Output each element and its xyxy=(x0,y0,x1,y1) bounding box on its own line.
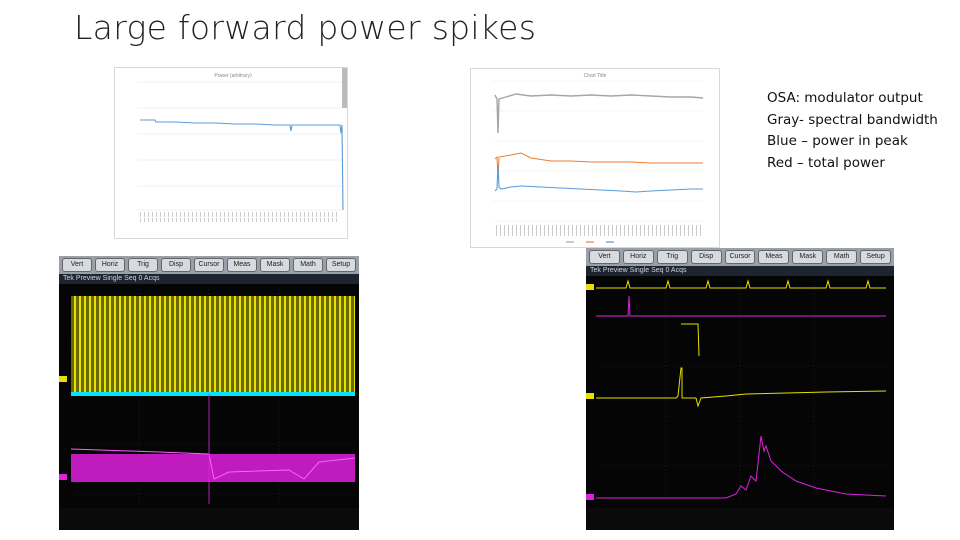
right-chart-title: Chart Title xyxy=(584,73,607,79)
scope-menu-cursor[interactable]: Cursor xyxy=(724,250,756,264)
scope-menu-meas[interactable]: Meas xyxy=(227,258,257,272)
right-scope-readout xyxy=(586,508,894,530)
chart-scrollbar xyxy=(342,68,347,108)
right-osa-chart: Chart Title xyxy=(470,68,720,248)
left-scope-ch1-trace xyxy=(71,296,355,392)
right-osa-chart-svg: Chart Title xyxy=(493,73,704,243)
legend-line-red: Red – total power xyxy=(767,154,885,171)
left-scope-ch1-marker xyxy=(59,376,67,382)
left-chart-title: Power (arbitrary) xyxy=(214,73,252,79)
scope-menu-disp[interactable]: Disp xyxy=(161,258,191,272)
peak-power-series-line xyxy=(494,164,703,193)
right-scope-ch3-bottom-trace xyxy=(596,435,887,499)
right-scope-grid xyxy=(596,281,886,501)
slide-title: Large forward power spikes xyxy=(74,8,537,47)
scope-menu-math[interactable]: Math xyxy=(293,258,323,272)
scope-menu-disp[interactable]: Disp xyxy=(690,250,722,264)
legend-line-gray: Gray- spectral bandwidth xyxy=(767,111,938,128)
scope-menu-horiz[interactable]: Horiz xyxy=(622,250,654,264)
right-scope-ch1-marker-2 xyxy=(586,393,594,399)
bandwidth-series-line xyxy=(494,93,704,134)
scope-menu-mask[interactable]: Mask xyxy=(792,250,824,264)
right-chart-xticks xyxy=(495,225,703,237)
scope-menu-trig[interactable]: Trig xyxy=(656,250,688,264)
left-power-series-line xyxy=(140,119,344,211)
legend-text: OSA: modulator output Gray- spectral ban… xyxy=(767,88,938,174)
left-scope-ch3-marker xyxy=(59,474,67,480)
scope-menu-vert[interactable]: Vert xyxy=(589,250,620,264)
scope-menu-trig[interactable]: Trig xyxy=(128,258,158,272)
right-scope-ch1-marker xyxy=(586,284,594,290)
right-scope-ch3-top-trace xyxy=(596,295,886,317)
right-scope-ch3-marker xyxy=(586,494,594,500)
legend-line-blue: Blue – power in peak xyxy=(767,133,908,149)
scope-menu-vert[interactable]: Vert xyxy=(62,258,92,272)
right-chart-gridlines xyxy=(493,80,703,222)
right-scope-ch1-pulse-trace xyxy=(596,367,887,408)
scope-menu-cursor[interactable]: Cursor xyxy=(194,258,224,272)
left-scope-ch2-trace xyxy=(71,392,355,396)
scope-menu-horiz[interactable]: Horiz xyxy=(95,258,125,272)
left-power-chart: Power (arbitrary) xyxy=(114,67,348,239)
left-chart-xticks xyxy=(140,212,340,222)
left-scope-menu: Vert Horiz Trig Disp Cursor Meas Mask Ma… xyxy=(59,256,359,274)
right-scope-ch1-top-trace xyxy=(596,279,886,289)
left-chart-gridlines xyxy=(137,81,342,211)
scope-menu-math[interactable]: Math xyxy=(826,250,858,264)
scope-menu-setup[interactable]: Setup xyxy=(326,258,356,272)
left-scope-readout xyxy=(59,508,359,530)
right-scope-plot xyxy=(586,279,887,501)
scope-menu-mask[interactable]: Mask xyxy=(260,258,290,272)
scope-menu-meas[interactable]: Meas xyxy=(758,250,790,264)
left-scope-plot xyxy=(59,289,356,504)
scope-menu-setup[interactable]: Setup xyxy=(860,250,892,264)
right-scope-menu: Vert Horiz Trig Disp Cursor Meas Mask Ma… xyxy=(586,248,894,266)
left-scope-ch3-trace xyxy=(71,454,355,482)
left-scope-ch3-envelope xyxy=(70,448,356,480)
left-oscilloscope-screen: Vert Horiz Trig Disp Cursor Meas Mask Ma… xyxy=(59,256,359,530)
right-oscilloscope-screen: Vert Horiz Trig Disp Cursor Meas Mask Ma… xyxy=(586,248,894,530)
right-scope-status: Tek Preview Single Seq 0 Acqs xyxy=(586,266,894,276)
total-power-series-line xyxy=(494,152,703,180)
left-scope-status: Tek Preview Single Seq 0 Acqs xyxy=(59,274,359,284)
left-power-chart-svg: Power (arbitrary) xyxy=(137,68,347,222)
right-scope-ch1-pulse-top xyxy=(681,323,700,357)
legend-line-osa: OSA: modulator output xyxy=(767,90,923,106)
